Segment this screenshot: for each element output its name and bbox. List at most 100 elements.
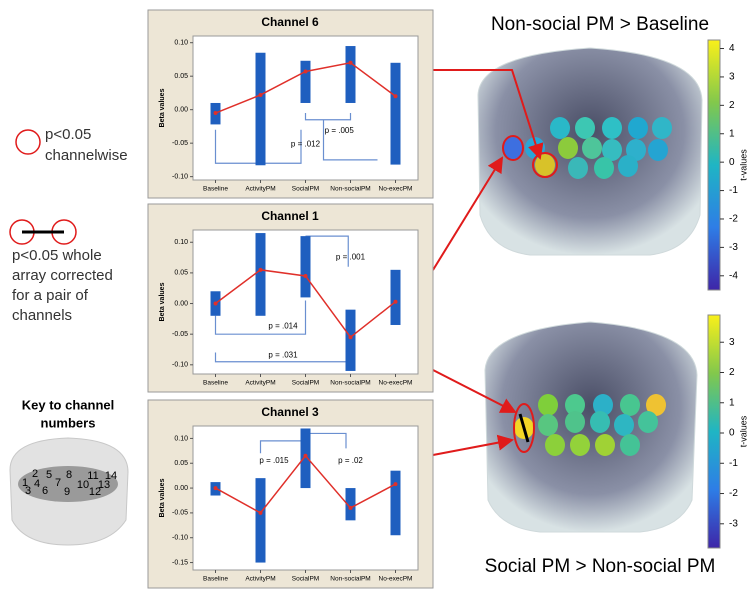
channel-dot: [565, 411, 585, 433]
mean-dot: [258, 92, 263, 97]
colorbar-tick-label: 3: [729, 72, 735, 83]
y-axis-label: Beta values: [159, 282, 166, 321]
channel-dot: [590, 411, 610, 433]
channel-number: 6: [42, 485, 48, 497]
channel-dot: [652, 117, 672, 139]
legend-circle: [15, 129, 41, 155]
y-axis-label: Beta values: [159, 88, 166, 127]
x-tick-label: Non-socialPM: [330, 576, 370, 583]
legend-text: for a pair of: [12, 287, 89, 304]
y-tick-label: -0.05: [172, 331, 188, 338]
annotation: p = .015: [259, 456, 289, 465]
bracket: [304, 113, 352, 121]
colorbar-tick-label: 1: [729, 397, 735, 408]
range-bar: [345, 488, 356, 521]
annotation: p = .014: [268, 321, 298, 330]
legend-text: array corrected: [12, 267, 113, 284]
y-tick-label: 0.10: [174, 239, 188, 246]
channel-number: 10: [77, 479, 89, 491]
channel-dot: [558, 137, 578, 159]
channel-number: 11: [87, 470, 98, 482]
annotation: p = .031: [268, 351, 298, 360]
x-tick-label: SocialPM: [292, 186, 319, 193]
channel-number: 4: [34, 478, 40, 490]
channel-dot: [620, 394, 640, 416]
channel-number: 3: [25, 485, 31, 497]
legend-text: channelwise: [45, 147, 128, 164]
chart-panel: Channel 3 Beta values 0.10 0.05 0.00 -0.05 -0.…: [147, 399, 434, 589]
channel-dot: [602, 139, 622, 161]
colorbar: [707, 314, 721, 549]
channel-dot: [570, 434, 590, 456]
x-tick-label: Non-socialPM: [330, 380, 370, 387]
range-bar: [345, 309, 356, 371]
mean-dot: [393, 299, 398, 304]
chart-title: Channel 1: [261, 209, 319, 223]
y-tick-label: 0.10: [174, 435, 188, 442]
mean-dot: [213, 301, 218, 306]
legend-text: channels: [12, 307, 72, 324]
channel-dot: [595, 434, 615, 456]
channel-number: 2: [32, 468, 38, 480]
channel-dot: [538, 414, 558, 436]
channel-dot: [565, 394, 585, 416]
channel-dot: [538, 394, 558, 416]
colorbar-tick-label: -2: [729, 488, 738, 499]
colorbar-tick-label: -3: [729, 242, 738, 253]
mean-dot: [213, 111, 218, 116]
channel-dot: [593, 394, 613, 416]
colorbar-tick-label: 2: [729, 100, 735, 111]
channel-number: 12: [89, 486, 101, 498]
y-tick-label: -0.10: [172, 535, 188, 542]
map-title: Social PM > Non-social PM: [485, 556, 716, 577]
range-bar: [390, 62, 401, 165]
key-title: Key to channel: [22, 397, 114, 412]
x-tick-label: Baseline: [203, 380, 228, 387]
channel-dot: [503, 137, 523, 159]
chart-panel: Channel 6 Beta values 0.10 0.05 0.00 -0.05 -0.…: [147, 9, 434, 199]
colorbar-tick-label: -1: [729, 185, 738, 196]
bracket: [305, 432, 347, 449]
range-bar: [300, 60, 311, 103]
channel-dot: [602, 117, 622, 139]
range-bar: [390, 269, 401, 325]
channel-number: 7: [55, 477, 61, 489]
y-tick-label: -0.15: [172, 559, 188, 566]
colorbar-tick-label: 4: [729, 43, 735, 54]
channel-number: 13: [98, 479, 110, 491]
mean-dot: [258, 267, 263, 272]
range-bar: [300, 428, 311, 489]
channel-dot: [626, 139, 646, 161]
mean-dot: [303, 69, 308, 74]
channel-number: 5: [46, 469, 52, 481]
channel-dot: [594, 157, 614, 179]
colorbar-tick-label: 0: [729, 428, 735, 439]
channel-dot: [648, 139, 668, 161]
colorbar: [707, 39, 721, 291]
channel-dot: [582, 137, 602, 159]
arrow: [432, 369, 517, 413]
mean-dot: [393, 482, 398, 487]
plot-area: [192, 35, 419, 181]
mean-dot: [303, 273, 308, 278]
x-tick-label: Non-socialPM: [330, 186, 370, 193]
chart-title: Channel 6: [261, 15, 319, 29]
channel-dot: [618, 155, 638, 177]
arrow: [433, 69, 544, 160]
channel-dot: [614, 414, 634, 436]
x-tick-label: Baseline: [203, 576, 228, 583]
y-tick-label: -0.05: [172, 510, 188, 517]
channel-number: 1: [22, 477, 28, 489]
colorbar-tick-label: -2: [729, 214, 738, 225]
channel-dot: [575, 117, 595, 139]
mean-dot: [348, 335, 353, 340]
channel-dot: [638, 411, 658, 433]
y-tick-label: 0.00: [174, 485, 188, 492]
colorbar-tick-label: 1: [729, 128, 735, 139]
y-axis-label: Beta values: [159, 478, 166, 517]
y-tick-label: 0.10: [174, 40, 188, 47]
pair-line: [518, 413, 530, 443]
mean-dot: [348, 60, 353, 65]
channel-dot: [628, 117, 648, 139]
